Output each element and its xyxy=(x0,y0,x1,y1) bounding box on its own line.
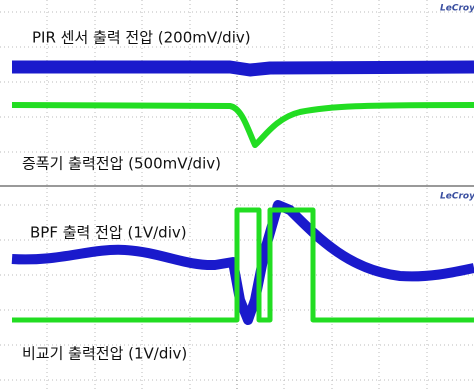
brand: LeCroy xyxy=(440,4,474,14)
background xyxy=(0,0,474,389)
scope-screenshot: LeCroy PIR 센서 출력 전압 (200mV/div) 증폭기 출력전압… xyxy=(0,0,474,389)
channel-label: 비교기 출력전압 (1V/div) xyxy=(22,345,187,363)
channel-label: PIR 센서 출력 전압 (200mV/div) xyxy=(32,29,251,47)
page: LeCroy PIR 센서 출력 전압 (200mV/div) 증폭기 출력전압… xyxy=(0,0,474,389)
pir-trace xyxy=(12,67,474,70)
channel-label: 증폭기 출력전압 (500mV/div) xyxy=(22,155,221,173)
brand: LeCroy xyxy=(440,192,474,202)
channel-label: BPF 출력 전압 (1V/div) xyxy=(30,224,187,242)
